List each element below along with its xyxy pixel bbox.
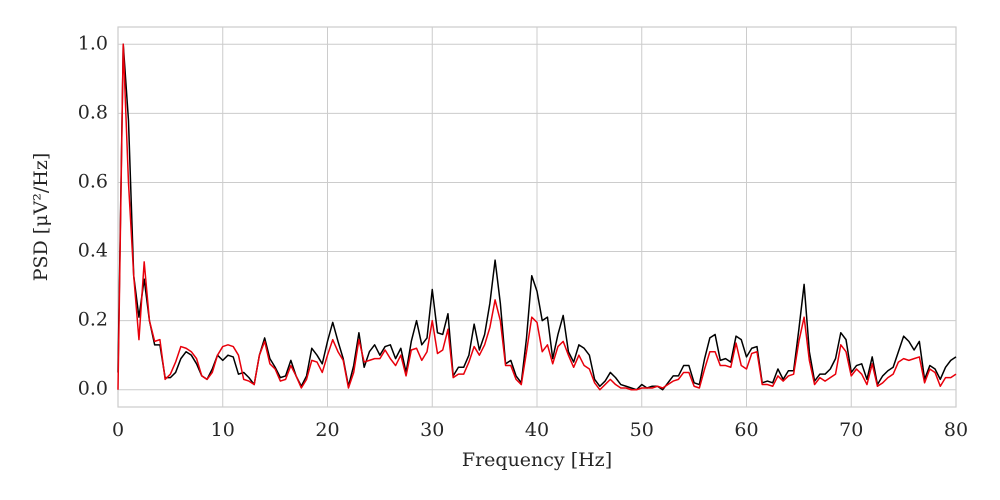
plot-frame bbox=[117, 26, 957, 408]
x-tick-label: 20 bbox=[315, 419, 339, 441]
y-tick-label: 0.6 bbox=[78, 170, 108, 192]
x-tick-label: 60 bbox=[734, 419, 758, 441]
x-tick-label: 80 bbox=[944, 419, 968, 441]
x-tick-label: 50 bbox=[630, 419, 654, 441]
x-tick-label: 30 bbox=[420, 419, 444, 441]
y-tick-label: 0.4 bbox=[78, 240, 108, 262]
series-line bbox=[117, 43, 957, 391]
x-tick-label: 70 bbox=[839, 419, 863, 441]
y-tick-label: 0.2 bbox=[78, 309, 108, 331]
y-tick-label: 0.8 bbox=[78, 101, 108, 123]
x-tick-label: 0 bbox=[112, 419, 124, 441]
y-tick-label: 1.0 bbox=[78, 32, 108, 54]
x-tick-label: 40 bbox=[525, 419, 549, 441]
x-tick-label: 10 bbox=[211, 419, 235, 441]
x-axis-label: Frequency [Hz] bbox=[462, 449, 612, 471]
y-tick-label: 0.0 bbox=[78, 378, 108, 400]
y-axis-label: PSD [μV²/Hz] bbox=[30, 153, 52, 282]
